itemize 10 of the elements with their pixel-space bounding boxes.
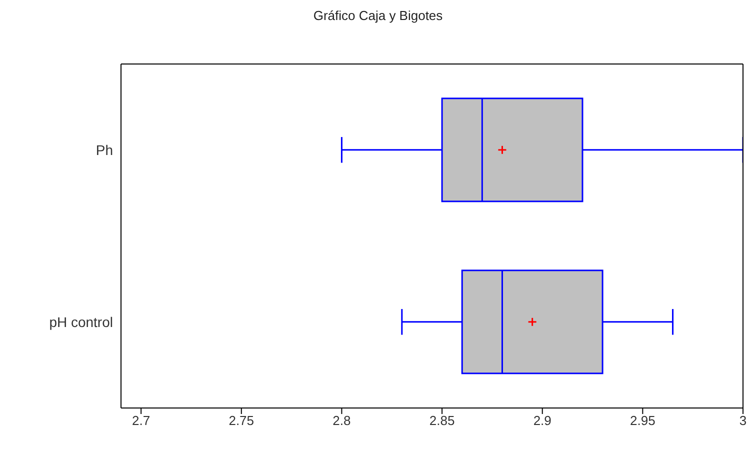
chart-title: Gráfico Caja y Bigotes — [312, 8, 444, 25]
x-tick-label: 2.8 — [332, 413, 351, 428]
y-tick-label: Ph — [96, 142, 113, 158]
x-tick-label: 2.75 — [228, 413, 254, 428]
x-tick-label: 2.95 — [630, 413, 656, 428]
x-tick-label: 2.85 — [429, 413, 455, 428]
y-tick-label: pH control — [49, 314, 113, 330]
x-tick-label: 2.7 — [132, 413, 150, 428]
x-tick-label: 3 — [739, 413, 747, 428]
x-tick-label: 2.9 — [533, 413, 552, 428]
